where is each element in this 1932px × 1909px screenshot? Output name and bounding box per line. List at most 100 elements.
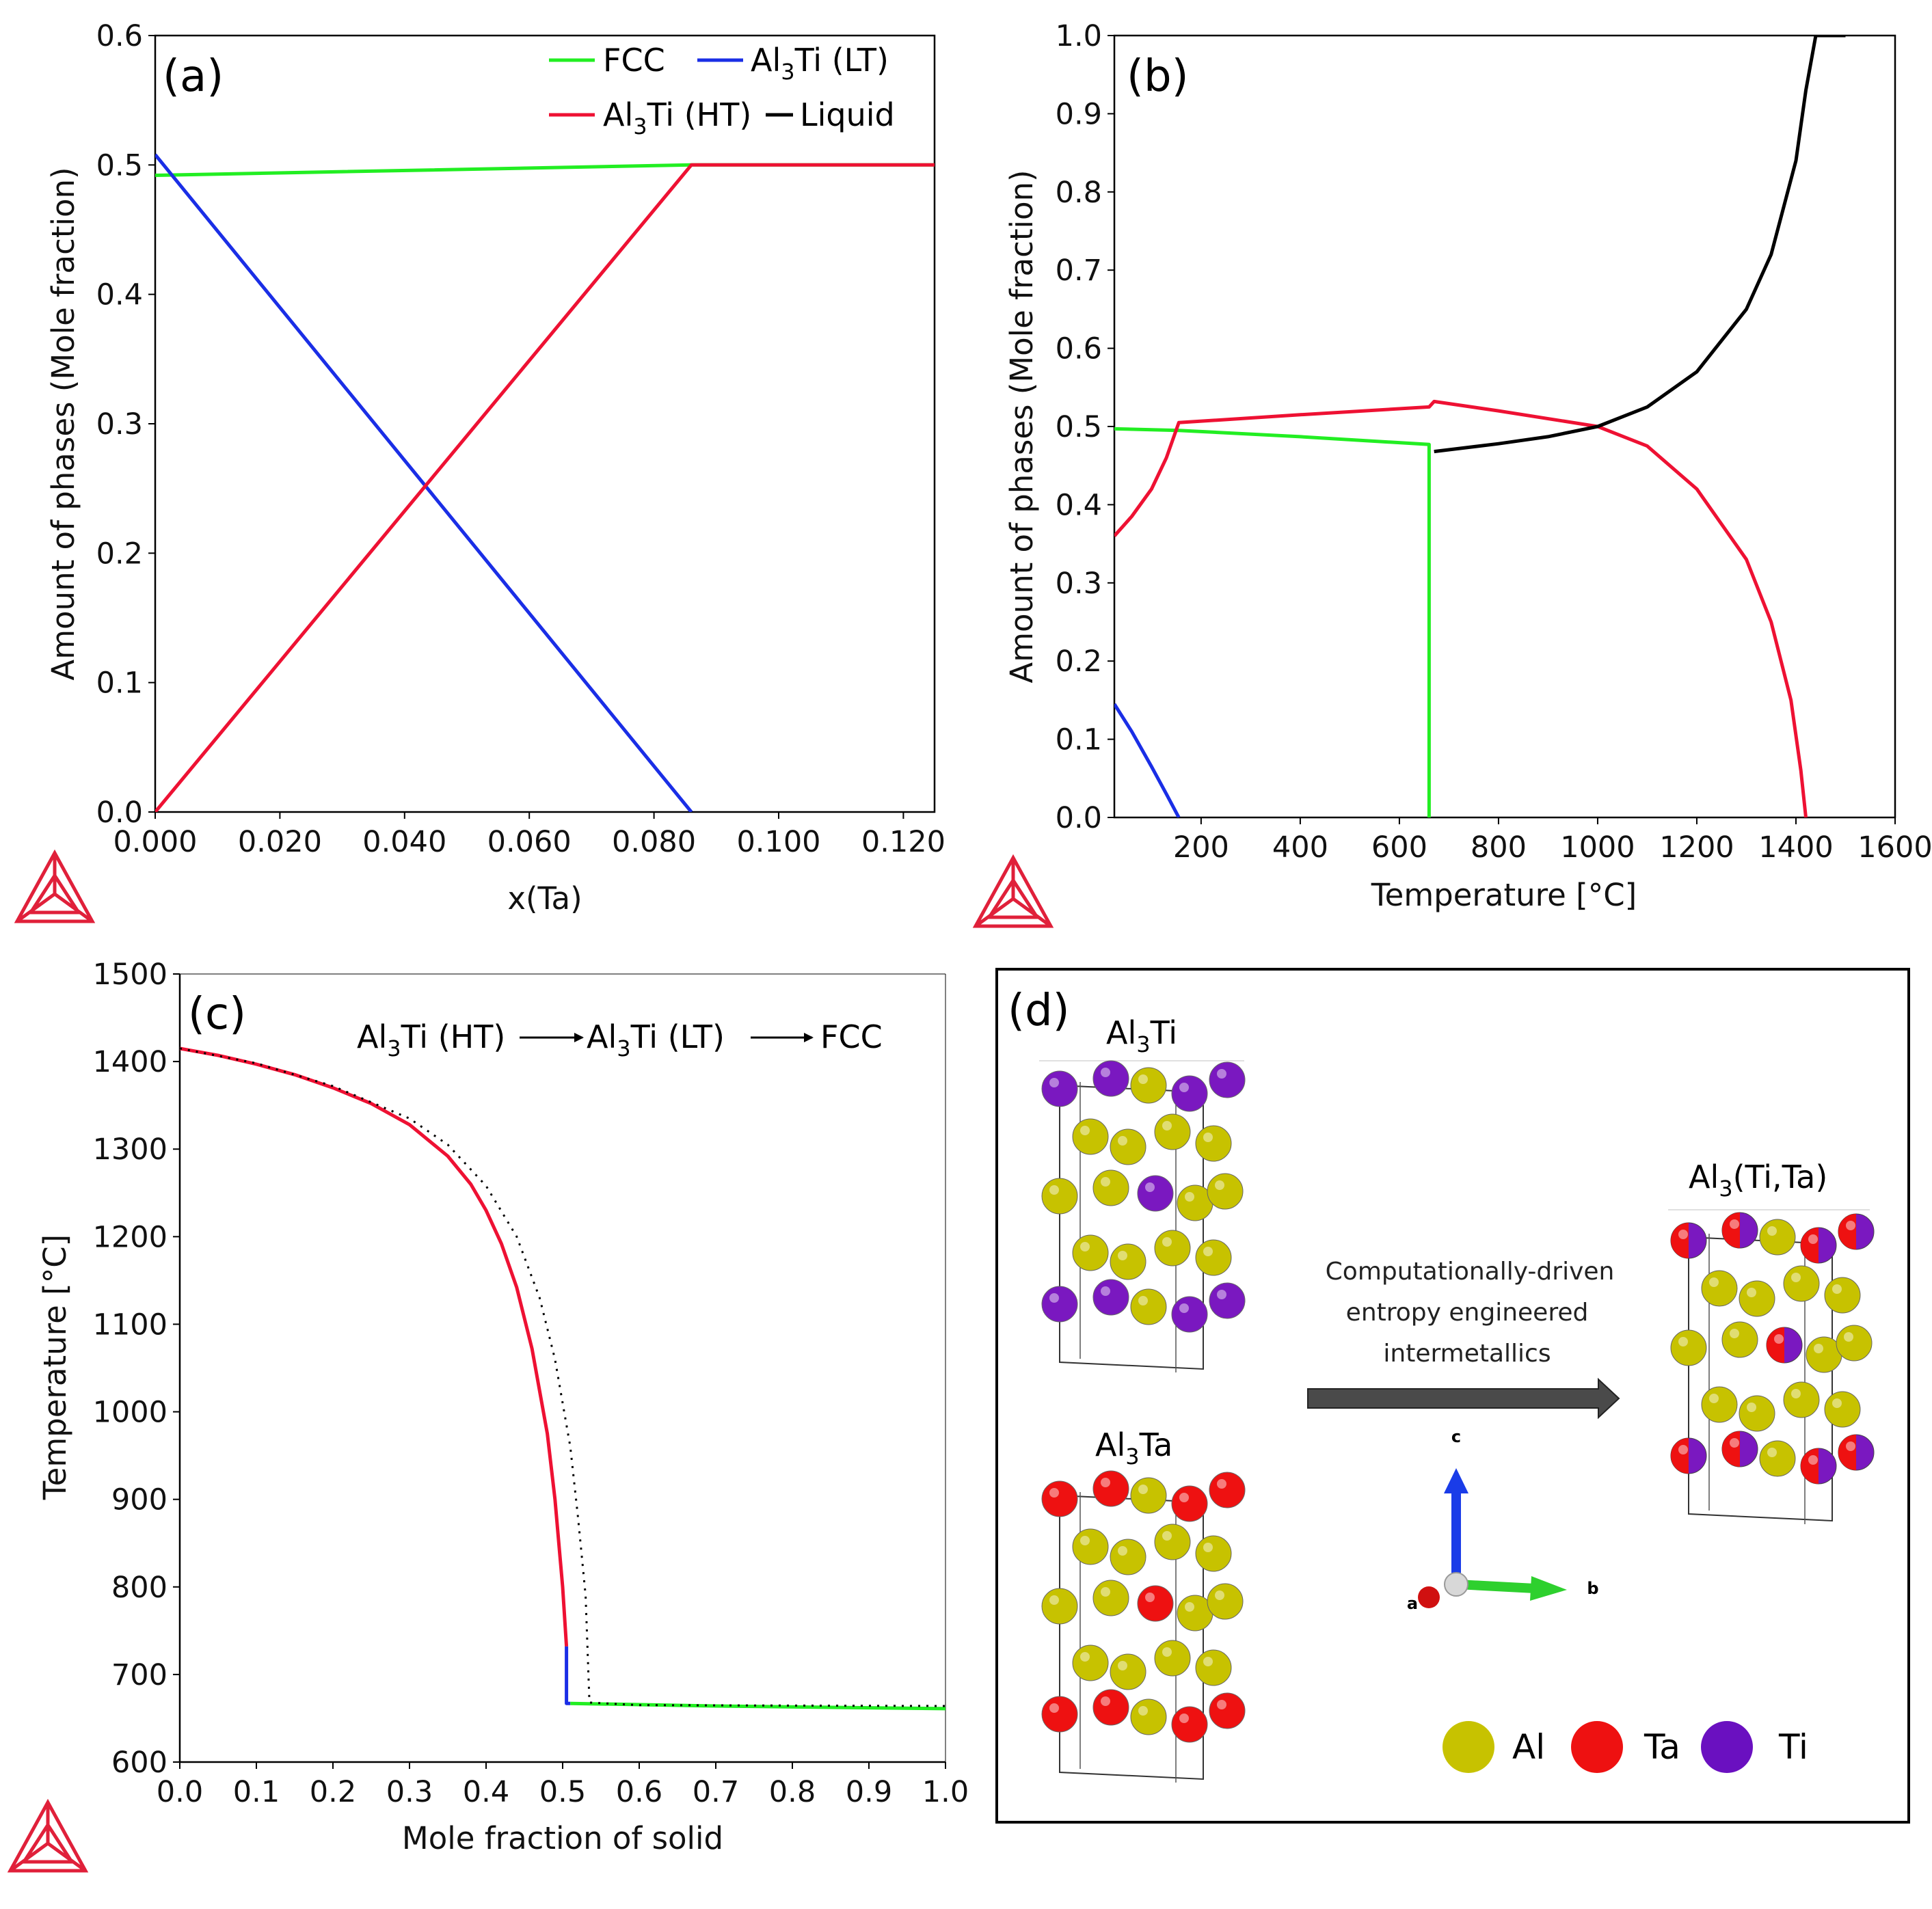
panel-c-annotation: Al3Ti (HT) Al3Ti (LT) FCC [357,1018,883,1061]
atom-highlight [1049,1078,1059,1087]
arrow-text-line-2: entropy engineered [1346,1299,1589,1327]
y-tick-label: 1300 [93,1133,167,1167]
y-tick-label: 0.4 [96,278,143,312]
x-tick-label: 0.8 [769,1775,816,1809]
atom [1209,1061,1246,1098]
panel-a-label: (a) [163,51,224,102]
atom [1130,1067,1167,1104]
atom [1195,1649,1232,1686]
atom [1092,1470,1129,1507]
atom [1137,1175,1174,1212]
atom-highlight [1080,1536,1090,1545]
y-tick-label: 0.1 [1056,723,1102,757]
atom [1072,1118,1109,1155]
x-tick-label: 0.9 [846,1775,892,1809]
x-tick-label: 0.100 [736,825,820,859]
element-legend: Al Ta Ti [1443,1721,1808,1773]
atom [1072,1528,1109,1565]
atom-highlight [1101,1696,1110,1706]
legend-ta-label: Ta [1643,1727,1680,1767]
atom-ta-half [1801,1448,1819,1484]
atom [1092,1169,1129,1206]
y-tick-label: 0.4 [1056,488,1102,522]
atom [1759,1440,1796,1477]
atom [1824,1277,1861,1314]
atom-highlight [1179,1714,1189,1723]
atom-highlight [1203,1133,1213,1142]
atom [1209,1472,1246,1508]
x-tick-label: 0.040 [362,825,446,859]
atom-highlight [1080,1242,1090,1251]
ti-atom-swatch [1701,1721,1753,1773]
atom-highlight [1049,1185,1059,1195]
atom [1110,1128,1146,1165]
a-axis-ball [1418,1586,1440,1608]
atom-highlight [1080,1126,1090,1135]
atom [1207,1583,1244,1620]
panel-b-xlabel: Temperature [°C] [1371,877,1637,913]
atom-ta-half [1671,1438,1689,1474]
atom-highlight [1101,1068,1110,1077]
y-tick-label: 0.2 [96,537,143,571]
arrow-text-line-3: intermetallics [1383,1340,1551,1368]
atom [1721,1321,1758,1358]
atom [1110,1653,1146,1690]
legend-al-label: Al [1512,1727,1545,1767]
panel-b-ylabel: Amount of phases (Mole fraction) [1004,170,1040,683]
atom [1041,1070,1078,1107]
atom-highlight [1138,1296,1148,1305]
legend-ht-label: Al3Ti (HT) [603,96,751,139]
atom-highlight [1215,1590,1224,1600]
y-tick-label: 0.6 [1056,332,1102,366]
x-tick-label: 0.3 [386,1775,433,1809]
axis-c-label: c [1451,1427,1461,1446]
atom-highlight [1730,1219,1739,1229]
x-tick-label: 400 [1272,830,1328,865]
panel-a-frame [154,34,936,813]
y-tick-label: 1500 [93,958,167,992]
atom [1041,1696,1078,1733]
panel-a-legend: FCC Al3Ti (LT) Al3Ti (HT) Liquid [549,42,895,139]
x-tick-label: 0.2 [310,1775,356,1809]
al-atom-swatch [1443,1721,1494,1773]
atom-highlight [1678,1230,1688,1239]
y-tick-label: 1.0 [1056,19,1102,53]
panel-a-series [155,153,935,812]
atom [1739,1280,1775,1317]
atom-highlight [1730,1329,1739,1338]
atom [1041,1588,1078,1625]
x-tick-label: 0.4 [463,1775,509,1809]
y-tick-label: 0.9 [1056,97,1102,131]
panel-b-yticks: 0.0 0.1 0.2 0.3 0.4 0.5 0.6 0.7 0.8 0.9 1.0 [1056,19,1114,835]
series-al3ti-lt [1114,703,1181,817]
atom-highlight [1179,1493,1189,1502]
atom [1171,1296,1208,1333]
y-tick-label: 0.1 [96,666,143,701]
atom [1041,1480,1078,1517]
panel-d-frame [995,968,1910,1824]
series-al3ti-ht [1114,399,1808,817]
series-al3ti-lt [565,1646,571,1705]
panel-d: (d) Al3Ti Al3Ta Al3(Ti,Ta) Computational… [995,968,1910,1824]
atom-highlight [1678,1337,1688,1346]
atom-highlight [1138,1706,1148,1716]
atom [1670,1329,1707,1366]
y-tick-label: 0.0 [96,796,143,830]
y-tick-label: 1400 [93,1045,167,1079]
y-tick-label: 0.7 [1056,254,1102,288]
atom-highlight [1080,1652,1090,1662]
x-tick-label: 1200 [1659,830,1734,865]
atom-highlight [1185,1192,1194,1202]
crystal-al3titta [1670,1212,1875,1524]
x-tick-label: 200 [1173,830,1229,865]
atom-highlight [1118,1136,1127,1146]
legend-liquid-label: Liquid [800,96,895,133]
origin-ball [1444,1572,1468,1597]
panel-b-label: (b) [1127,51,1189,102]
crystal-al3ta [1041,1470,1246,1783]
atom [1110,1243,1146,1280]
atom-highlight [1162,1647,1172,1657]
logo-c [7,1798,89,1873]
y-tick-label: 600 [111,1746,167,1780]
atom [1154,1113,1191,1150]
